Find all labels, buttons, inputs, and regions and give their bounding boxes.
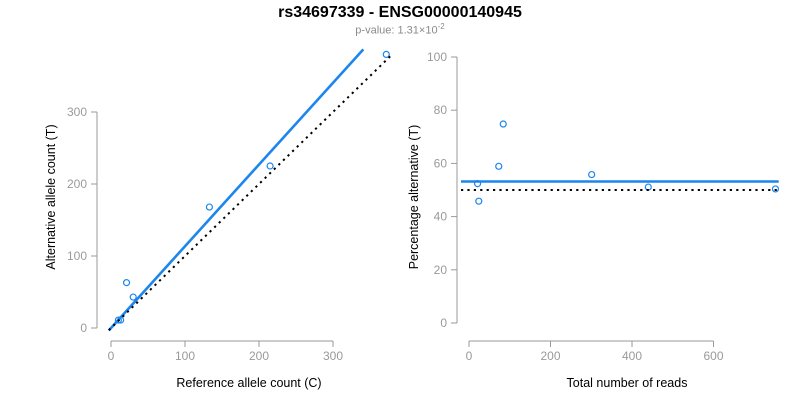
y-axis-title: Percentage alternative (T)	[407, 125, 421, 270]
x-axis-title: Total number of reads	[567, 376, 688, 390]
y-tick-label: 300	[67, 105, 87, 119]
data-point	[266, 162, 274, 170]
y-tick-label: 40	[434, 210, 448, 224]
data-point	[495, 162, 503, 170]
figure-title: rs34697339 - ENSG00000140945	[278, 4, 522, 21]
y-tick-label: 0	[80, 321, 87, 335]
fit-line	[107, 48, 365, 332]
x-tick-label: 100	[175, 349, 195, 363]
x-tick-label: 200	[540, 349, 560, 363]
figure-subtitle: p-value: 1.31×10-2	[0, 22, 800, 37]
data-point	[205, 203, 214, 211]
data-point	[588, 170, 596, 179]
y-axis-title: Alternative allele count (T)	[44, 124, 58, 269]
y-tick-label: 60	[434, 156, 448, 170]
data-point	[382, 50, 390, 59]
pvalue-exponent: -2	[437, 22, 445, 31]
data-point	[114, 316, 123, 324]
x-tick-label: 0	[108, 349, 115, 363]
x-tick-label: 200	[249, 349, 269, 363]
x-tick-label: 600	[703, 349, 723, 363]
data-point	[475, 197, 483, 205]
x-axis-title: Reference allele count (C)	[176, 376, 321, 390]
y-tick-label: 80	[434, 103, 448, 117]
data-point	[129, 293, 137, 301]
data-point	[771, 185, 780, 193]
y-tick-label: 200	[67, 177, 87, 191]
y-tick-label: 20	[434, 263, 448, 277]
data-point	[122, 279, 131, 287]
y-tick-label: 100	[427, 50, 447, 64]
x-tick-label: 300	[323, 349, 343, 363]
data-point	[499, 120, 507, 128]
identity-line	[108, 55, 392, 331]
x-tick-label: 400	[622, 349, 642, 363]
pvalue-text: p-value: 1.31×10	[355, 24, 438, 37]
y-tick-label: 100	[67, 249, 87, 263]
y-tick-label: 0	[440, 316, 447, 330]
x-tick-label: 0	[466, 349, 473, 363]
